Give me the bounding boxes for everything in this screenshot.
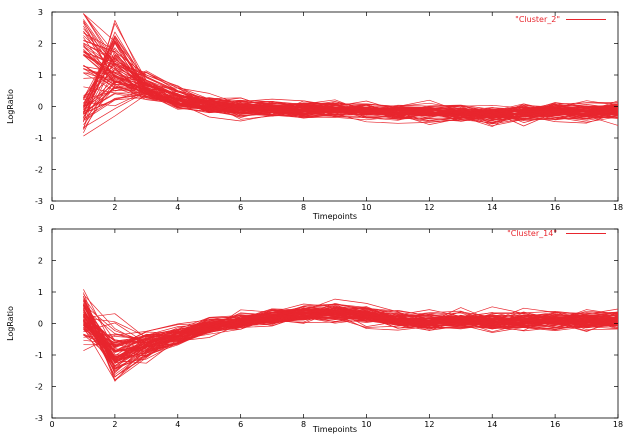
y-tick-label: 0	[38, 320, 43, 329]
y-axis-label: LogRatio	[6, 89, 15, 124]
x-tick-label: 8	[301, 420, 306, 429]
legend: "Cluster_14"	[507, 229, 606, 238]
y-tick-label: -2	[35, 166, 43, 175]
legend: "Cluster_2"	[515, 15, 606, 24]
legend-label: "Cluster_14"	[507, 229, 557, 238]
x-tick-label: 10	[361, 203, 371, 212]
series-line	[83, 306, 619, 360]
y-tick-label: -1	[35, 134, 43, 143]
series-line	[83, 44, 619, 116]
x-tick-label: 12	[424, 420, 434, 429]
y-tick-label: 3	[38, 8, 43, 17]
y-tick-label: 0	[38, 103, 43, 112]
x-axis-label: Timepoints	[312, 212, 357, 221]
x-tick-label: 2	[112, 420, 117, 429]
y-tick-label: -1	[35, 351, 43, 360]
series-line	[83, 50, 619, 113]
series-layer	[83, 13, 619, 137]
x-tick-label: 14	[487, 420, 497, 429]
y-tick-label: 2	[38, 40, 43, 49]
x-tick-label: 18	[613, 420, 623, 429]
series-line	[83, 306, 619, 347]
y-tick-label: -2	[35, 383, 43, 392]
y-axis-label: LogRatio	[6, 306, 15, 341]
series-line	[83, 35, 619, 114]
x-tick-label: 16	[550, 420, 560, 429]
series-line	[83, 65, 619, 115]
series-line	[83, 306, 619, 353]
y-tick-label: 3	[38, 225, 43, 234]
series-line	[83, 307, 619, 343]
y-tick-label: 2	[38, 257, 43, 266]
x-tick-label: 6	[238, 420, 243, 429]
series-line	[83, 297, 619, 350]
y-tick-label: -3	[35, 414, 43, 423]
x-tick-label: 4	[175, 203, 180, 212]
series-line	[83, 40, 619, 117]
y-tick-label: 1	[38, 288, 43, 297]
x-tick-label: 6	[238, 203, 243, 212]
x-tick-label: 8	[301, 203, 306, 212]
x-tick-label: 2	[112, 203, 117, 212]
series-layer	[83, 289, 619, 382]
x-tick-label: 10	[361, 420, 371, 429]
x-tick-label: 12	[424, 203, 434, 212]
series-line	[83, 40, 619, 120]
series-line	[83, 312, 619, 352]
x-axis-label: Timepoints	[312, 425, 357, 434]
x-tick-label: 0	[49, 203, 54, 212]
x-tick-label: 0	[49, 420, 54, 429]
series-line	[83, 37, 619, 116]
x-tick-label: 14	[487, 203, 497, 212]
y-tick-label: -3	[35, 197, 43, 206]
x-tick-label: 4	[175, 420, 180, 429]
y-tick-label: 1	[38, 71, 43, 80]
series-line	[83, 30, 619, 121]
series-line	[83, 42, 619, 114]
series-line	[83, 306, 619, 348]
series-line	[83, 92, 619, 116]
series-line	[83, 303, 619, 339]
x-tick-label: 16	[550, 203, 560, 212]
series-line	[83, 32, 619, 118]
legend-label: "Cluster_2"	[515, 15, 560, 24]
series-line	[83, 19, 619, 130]
x-tick-label: 18	[613, 203, 623, 212]
